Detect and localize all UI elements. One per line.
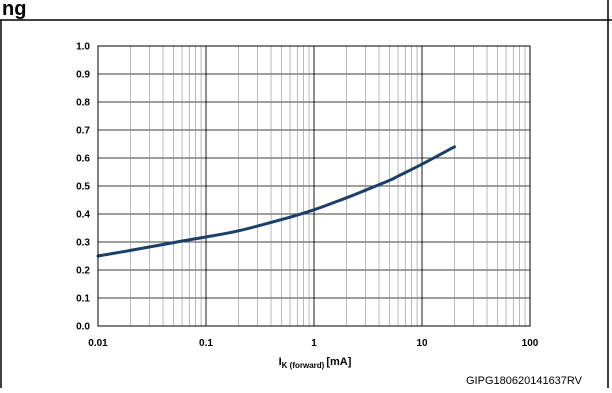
y-tick-label-5: 0.5 [76, 182, 90, 193]
x-tick-label-4: 100 [522, 338, 539, 349]
x-tick-label-2: 1 [311, 338, 317, 349]
plot-border [97, 45, 531, 327]
y-tick-label-6: 0.6 [76, 154, 90, 165]
x-axis-label-unit: [mA] [326, 356, 351, 368]
y-tick-label-1: 0.1 [76, 294, 90, 305]
x-tick-labels: 0.01 0.1 1 10 100 [88, 338, 539, 349]
y-tick-label-3: 0.3 [76, 238, 90, 249]
series-line-0 [96, 145, 456, 258]
x-axis-label-main: I [279, 356, 282, 368]
y-tick-label-4: 0.4 [76, 210, 90, 221]
x-axis-label: IK (forward) [mA] [279, 356, 352, 370]
x-axis-label-sub: K (forward) [282, 361, 325, 370]
y-tick-label-7: 0.7 [76, 126, 90, 137]
y-tick-label-10: 1.0 [76, 42, 90, 53]
y-tick-label-8: 0.8 [76, 98, 90, 109]
y-tick-labels: 0.0 0.1 0.2 0.3 0.4 0.5 0.6 0.7 0.8 0.9 1.0 [76, 42, 90, 333]
x-tick-label-0: 0.01 [88, 338, 108, 349]
x-tick-label-3: 10 [416, 338, 428, 349]
page-title-fragment: ng [2, 0, 26, 20]
figure-code: GIPG180620141637RV [466, 375, 583, 387]
y-tick-label-0: 0.0 [76, 322, 90, 333]
grid [97, 45, 530, 327]
curve-layer [96, 145, 456, 258]
y-tick-label-2: 0.2 [76, 266, 90, 277]
x-tick-label-1: 0.1 [199, 338, 213, 349]
y-tick-label-9: 0.9 [76, 70, 90, 81]
